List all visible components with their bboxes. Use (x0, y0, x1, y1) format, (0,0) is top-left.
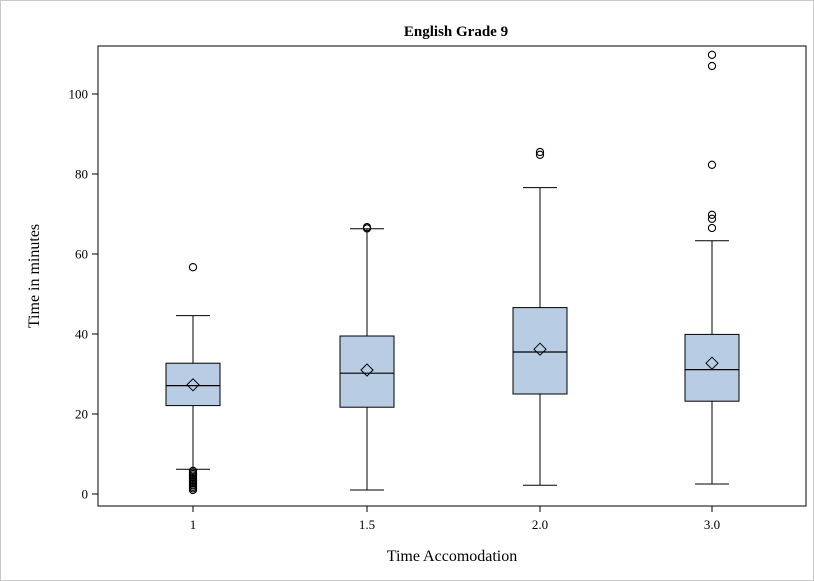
mean-marker (705, 356, 719, 370)
plot-area-frame (97, 45, 807, 507)
x-axis-title: Time Accomodation (387, 548, 518, 565)
x-axis: 1 1.5 2.0 3.0 (190, 506, 720, 532)
y-tick-label: 100 (69, 87, 89, 102)
outlier-point (707, 50, 717, 59)
y-axis-title: Time in minutes (26, 224, 43, 328)
box-group (684, 50, 740, 485)
box-group (165, 263, 221, 495)
outlier-point (707, 223, 717, 233)
y-tick-label: 20 (75, 407, 88, 422)
y-tick-label: 0 (82, 487, 89, 502)
chart-title: English Grade 9 (404, 24, 508, 40)
outlier-point (188, 263, 198, 272)
interquartile-box (165, 362, 221, 407)
y-axis: 0 20 40 60 80 100 (69, 87, 98, 502)
outlier-point (535, 150, 545, 159)
interquartile-box (684, 333, 740, 402)
y-tick-label: 40 (75, 327, 88, 342)
mean-marker (186, 378, 200, 392)
outlier-point (188, 485, 198, 495)
outlier-point (707, 61, 717, 71)
x-tick-label: 3.0 (704, 517, 720, 532)
mean-marker (533, 342, 547, 356)
interquartile-box (339, 335, 395, 408)
box-group (339, 223, 395, 491)
outlier-point (707, 210, 717, 219)
outlier-point (362, 223, 372, 232)
outlier-point (707, 214, 717, 223)
x-tick-label: 1 (190, 517, 197, 532)
box-series (165, 50, 740, 495)
outlier-point (535, 147, 545, 157)
interquartile-box (512, 307, 568, 395)
mean-marker (360, 363, 374, 377)
x-tick-label: 1.5 (359, 517, 375, 532)
outlier-point (707, 160, 717, 169)
y-tick-label: 60 (75, 247, 88, 262)
y-tick-label: 80 (75, 167, 88, 182)
box-group (512, 147, 568, 486)
x-tick-label: 2.0 (532, 517, 548, 532)
